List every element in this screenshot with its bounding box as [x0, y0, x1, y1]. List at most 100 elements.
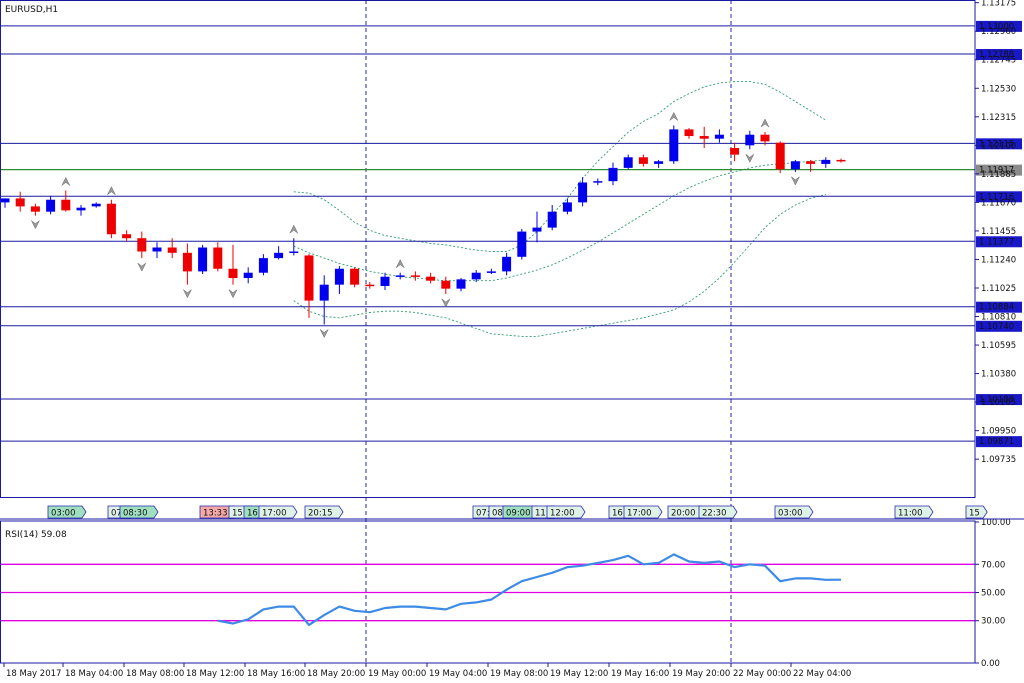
horizontal-levels[interactable]: 1.13000 1.12788 1.12115 1.11716 1.11377 1.108…	[0, 20, 1022, 448]
event-tag[interactable]: 20:15	[304, 505, 344, 519]
candle[interactable]	[319, 275, 329, 325]
candle[interactable]	[517, 228, 527, 260]
candle[interactable]	[456, 278, 466, 292]
candle[interactable]	[182, 243, 192, 285]
candle[interactable]	[15, 191, 25, 212]
candle-body	[806, 161, 816, 164]
candle-body	[836, 159, 846, 162]
candle-body	[182, 252, 192, 272]
candle[interactable]	[821, 157, 831, 168]
event-tag[interactable]: 22:30	[698, 505, 738, 519]
candle-body	[61, 199, 71, 211]
candle[interactable]	[745, 130, 755, 150]
candle[interactable]	[410, 271, 420, 281]
candle[interactable]	[638, 154, 648, 167]
candle[interactable]	[380, 272, 390, 290]
candle[interactable]	[0, 198, 10, 208]
level-price-label: 1.09871	[979, 437, 1014, 447]
grid-layer	[365, 0, 732, 663]
candle[interactable]	[228, 244, 238, 285]
candle[interactable]	[623, 154, 633, 170]
candle[interactable]	[365, 282, 375, 289]
candle-body	[441, 280, 451, 289]
candle[interactable]	[198, 244, 208, 275]
candle[interactable]	[836, 158, 846, 163]
candle-body	[122, 234, 132, 239]
candle[interactable]	[258, 254, 268, 276]
candle[interactable]	[562, 198, 572, 215]
candle[interactable]	[547, 205, 557, 231]
event-tag[interactable]: 17:00	[258, 505, 298, 519]
event-tag[interactable]: 03:00	[47, 505, 87, 519]
candle[interactable]	[775, 141, 785, 174]
candle[interactable]	[790, 159, 800, 172]
event-tag-label: 07:	[111, 509, 125, 519]
event-tag[interactable]: 15	[965, 505, 988, 519]
candle[interactable]	[608, 162, 618, 186]
event-tag[interactable]: 12:00	[546, 505, 586, 519]
rsi-tick-label: 0.00	[981, 659, 1000, 669]
candle[interactable]	[213, 242, 223, 272]
candle[interactable]	[76, 205, 86, 216]
candle[interactable]	[593, 178, 603, 186]
candle-body	[699, 136, 709, 139]
candle[interactable]	[122, 230, 132, 241]
candle[interactable]	[441, 276, 451, 294]
candle[interactable]	[106, 199, 116, 239]
candle[interactable]	[243, 267, 253, 284]
event-tag-shape	[698, 505, 738, 519]
candle[interactable]	[502, 252, 512, 276]
event-tag[interactable]: 17:00	[623, 505, 663, 519]
event-tag-label: 12:00	[550, 509, 575, 519]
rsi-label: RSI(14) 59.08	[5, 530, 67, 540]
candle[interactable]	[471, 270, 481, 283]
candle[interactable]	[532, 211, 542, 243]
candle[interactable]	[289, 238, 299, 256]
candles-layer[interactable]	[0, 125, 846, 325]
candle-body	[547, 211, 557, 228]
candle[interactable]	[30, 203, 40, 216]
rsi-subwindow[interactable]: 100.00 70.00 50.00 30.00 0.00	[0, 518, 1011, 669]
candle[interactable]	[61, 190, 71, 212]
price-tick-label: 1.12315	[981, 113, 1016, 123]
candle[interactable]	[167, 238, 177, 259]
candle[interactable]	[699, 126, 709, 148]
candle[interactable]	[152, 242, 162, 259]
candle[interactable]	[274, 246, 284, 260]
event-tag-shape	[304, 505, 344, 519]
candle-body	[426, 276, 436, 281]
candle[interactable]	[684, 128, 694, 139]
candle[interactable]	[760, 132, 770, 146]
candle[interactable]	[578, 177, 588, 207]
event-tag-label: 20:15	[308, 509, 333, 519]
candle[interactable]	[334, 266, 344, 294]
candle[interactable]	[486, 268, 496, 275]
level-price-label-bg	[976, 436, 1022, 448]
event-tag-label: 11:00	[898, 509, 923, 519]
candle[interactable]	[654, 159, 664, 168]
candle-body	[319, 284, 329, 301]
event-tag[interactable]: 03:00	[774, 505, 814, 519]
candle[interactable]	[137, 231, 147, 259]
candle[interactable]	[91, 202, 101, 208]
candle[interactable]	[304, 254, 314, 318]
candle[interactable]	[395, 272, 405, 280]
candle[interactable]	[806, 159, 816, 172]
candle[interactable]	[350, 267, 360, 288]
fractal-down-icon	[745, 154, 755, 163]
candle-body	[167, 247, 177, 253]
level-price-label-bg	[976, 394, 1022, 406]
candle[interactable]	[714, 129, 724, 143]
candle[interactable]	[730, 142, 740, 162]
level-price-label-bg	[976, 138, 1022, 150]
rsi-tick-label: 70.00	[981, 560, 1005, 570]
candle[interactable]	[426, 272, 436, 284]
event-tags[interactable]: 03:00 07:08:30 13:33 15: 16: 17:00 20:15 07: 08:…	[47, 505, 988, 519]
event-tag[interactable]: 08:30	[119, 505, 159, 519]
candle[interactable]	[669, 125, 679, 164]
candle[interactable]	[46, 195, 56, 215]
candle-body	[821, 159, 831, 164]
event-tag[interactable]: 11:00	[894, 505, 934, 519]
